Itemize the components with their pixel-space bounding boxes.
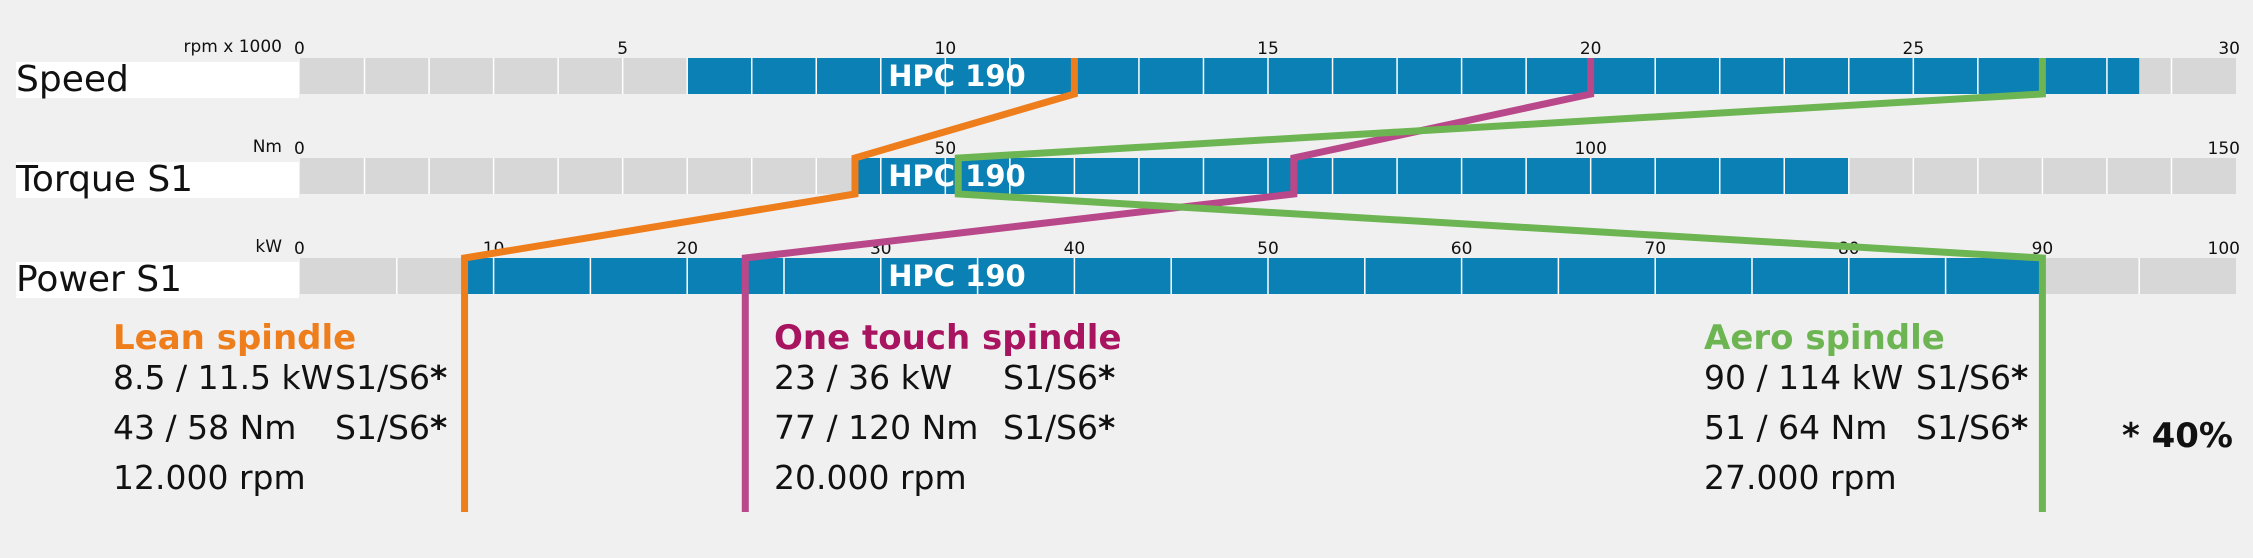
spec-line-one-touch-power: 23 / 36 kW S1/S6* [774, 358, 1122, 408]
spec-mode: S1/S6* [335, 408, 448, 447]
spec-line-one-touch-torque: 77 / 120 Nm S1/S6* [774, 408, 1122, 458]
tick-label: 20 [1580, 39, 1602, 59]
tick-label: 20 [676, 239, 698, 259]
spec-value: 77 / 120 Nm [774, 408, 979, 447]
unit-label-torque: Nm [252, 137, 282, 157]
tick-label: 150 [2208, 139, 2240, 159]
row-label-background-power [16, 262, 299, 298]
range-bar-2 [464, 258, 2043, 294]
spec-mode: S1/S6* [1916, 408, 2029, 447]
tick-label: 100 [1574, 139, 1606, 159]
tick-label: 0 [294, 239, 305, 259]
spec-block-lean: Lean spindle 8.5 / 11.5 kW S1/S6* 43 / 5… [113, 318, 447, 508]
spec-value: 43 / 58 Nm [113, 408, 297, 447]
tick-label: 50 [935, 139, 957, 159]
tick-label: 40 [1064, 239, 1086, 259]
spec-line-lean-power: 8.5 / 11.5 kW S1/S6* [113, 358, 447, 408]
spec-line-aero-torque: 51 / 64 Nm S1/S6* [1704, 408, 2028, 458]
connector-aero-spindle [954, 58, 2046, 512]
tick-label: 90 [2032, 239, 2054, 259]
spec-title-lean: Lean spindle [113, 318, 357, 358]
spec-mode: S1/S6* [1916, 358, 2029, 397]
tick-label: 5 [617, 39, 628, 59]
spec-value: 12.000 rpm [113, 458, 306, 497]
unit-label-speed: rpm x 1000 [183, 37, 282, 57]
range-bar-1 [854, 158, 1849, 194]
spec-block-one-touch: One touch spindle 23 / 36 kW S1/S6* 77 /… [774, 318, 1122, 508]
spec-line-lean-torque: 43 / 58 Nm S1/S6* [113, 408, 447, 458]
row-label-torque: Torque S1 [16, 159, 194, 200]
range-bar-0 [687, 58, 2140, 94]
tick-label: 0 [294, 139, 305, 159]
row-label-background-torque [16, 162, 299, 198]
tick-label: 60 [1451, 239, 1473, 259]
tick-label: 25 [1903, 39, 1925, 59]
spec-line-aero-power: 90 / 114 kW S1/S6* [1704, 358, 2028, 408]
spec-value: 8.5 / 11.5 kW [113, 358, 334, 397]
spec-value: 90 / 114 kW [1704, 358, 1904, 397]
spec-value: 20.000 rpm [774, 458, 967, 497]
spec-line-lean-speed: 12.000 rpm [113, 458, 356, 508]
spec-mode: S1/S6* [1003, 358, 1116, 397]
range-label-0: HPC 190 [888, 59, 1025, 93]
row-label-speed: Speed [16, 59, 129, 100]
tick-label: 100 [2208, 239, 2240, 259]
spec-value: 27.000 rpm [1704, 458, 1897, 497]
tick-label: 30 [2218, 39, 2240, 59]
tick-label: 15 [1257, 39, 1279, 59]
connector-lean-spindle [461, 58, 1078, 512]
footnote: * 40% [2122, 416, 2233, 456]
spec-mode: S1/S6* [335, 358, 448, 397]
tick-label: 0 [294, 39, 305, 59]
spec-block-aero: Aero spindle 90 / 114 kW S1/S6* 51 / 64 … [1704, 318, 2028, 508]
row-label-power: Power S1 [16, 259, 183, 300]
spec-mode: S1/S6* [1003, 408, 1116, 447]
row-label-background-speed [16, 62, 299, 98]
connector-one-touch-spindle [741, 58, 1595, 512]
spec-value: 51 / 64 Nm [1704, 408, 1888, 447]
tick-label: 50 [1257, 239, 1279, 259]
tick-label: 70 [1644, 239, 1666, 259]
spec-line-aero-speed: 27.000 rpm [1704, 458, 1945, 508]
spec-title-aero: Aero spindle [1704, 318, 1945, 358]
spec-value: 23 / 36 kW [774, 358, 953, 397]
spec-line-one-touch-speed: 20.000 rpm [774, 458, 1122, 508]
tick-label: 10 [935, 39, 957, 59]
unit-label-power: kW [255, 237, 282, 257]
spec-title-one-touch: One touch spindle [774, 318, 1122, 358]
range-label-2: HPC 190 [888, 259, 1025, 293]
